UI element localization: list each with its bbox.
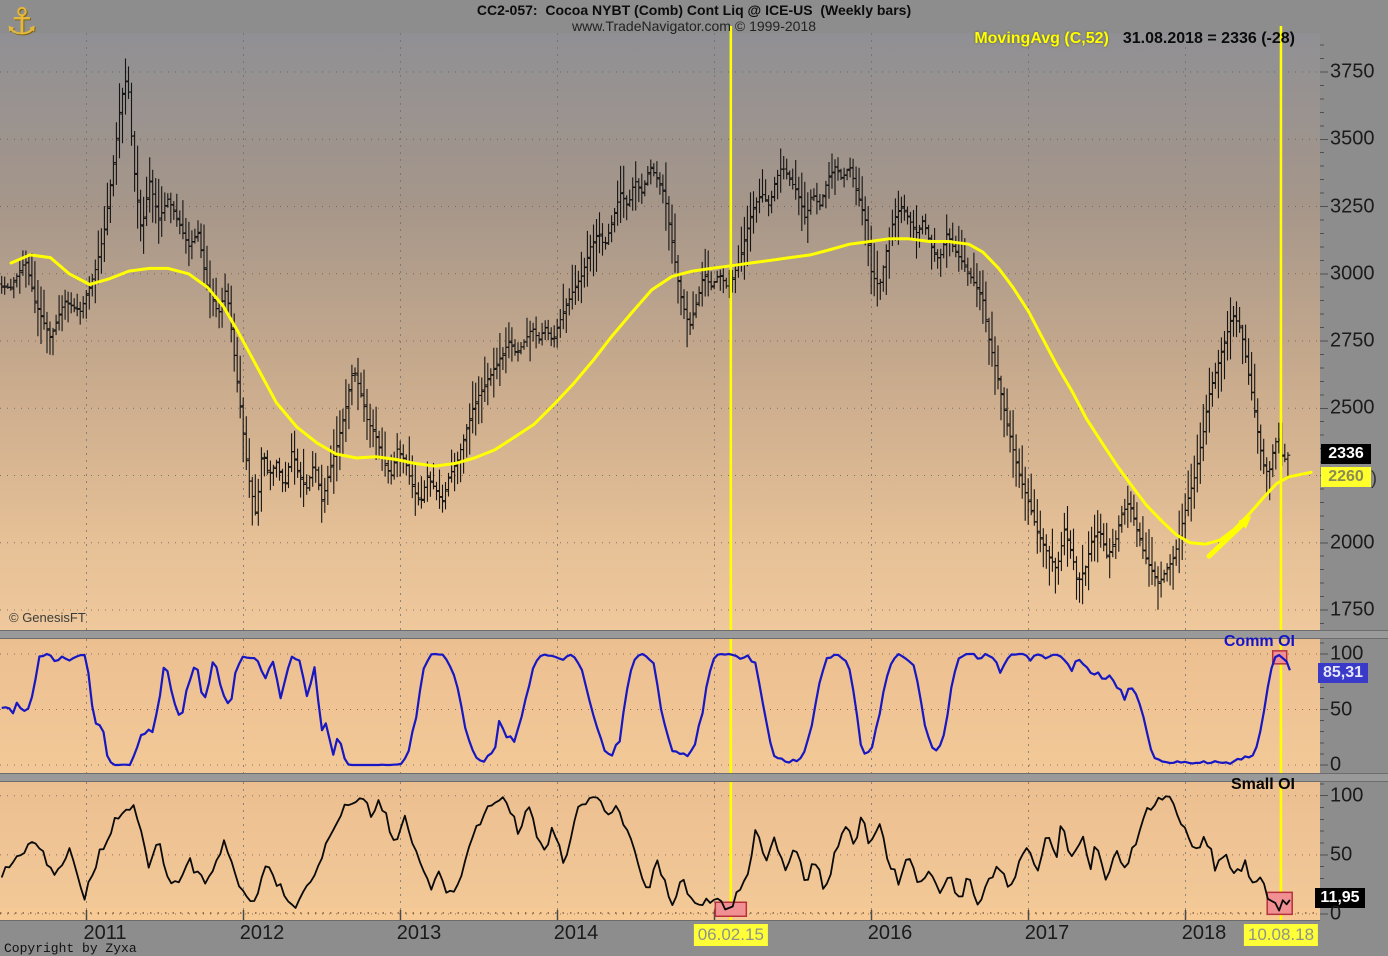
trade-navigator-chart-window: ⚓ CC2-057: Cocoa NYBT (Comb) Cont Liq @ … [0,0,1388,956]
chart-canvas [0,26,1388,921]
